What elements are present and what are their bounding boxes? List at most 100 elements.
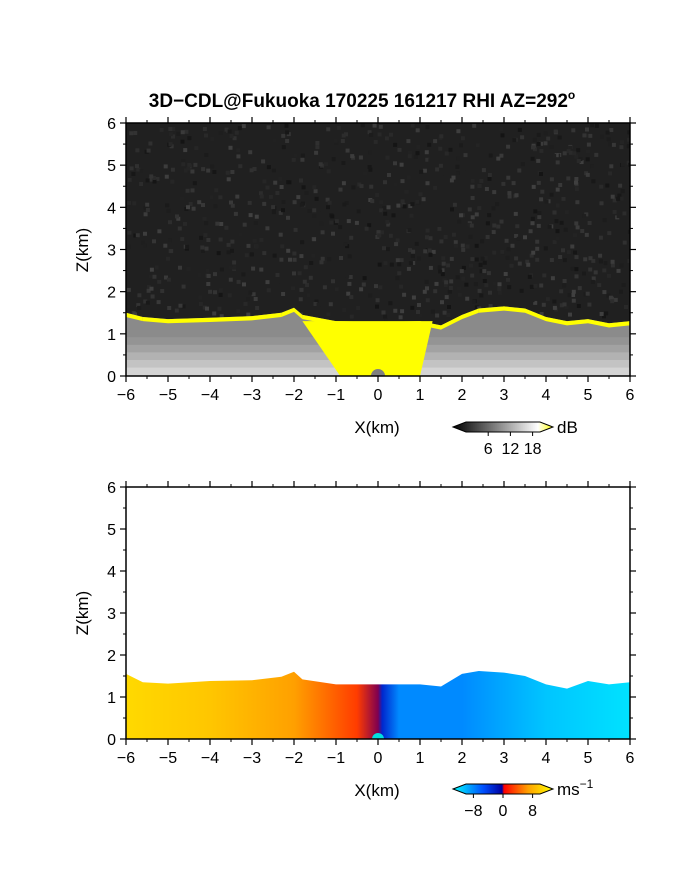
snr-noise-speck [291, 286, 295, 291]
snr-noise-speck [284, 123, 289, 128]
snr-noise-speck [316, 302, 321, 307]
snr-noise-speck [486, 271, 491, 276]
snr-noise-speck [240, 246, 245, 251]
snr-noise-speck [234, 130, 239, 135]
snr-noise-speck [555, 229, 560, 234]
snr-noise-speck [202, 127, 207, 131]
snr-noise-speck [397, 271, 402, 276]
snr-noise-speck [517, 127, 522, 132]
snr-noise-speck [132, 201, 137, 206]
snr-noise-speck [312, 237, 317, 242]
snr-noise-speck [552, 305, 557, 310]
snr-noise-speck [356, 306, 361, 310]
snr-noise-speck [407, 150, 412, 155]
snr-noise-speck [228, 265, 233, 270]
snr-noise-speck [255, 306, 260, 310]
snr-noise-speck [268, 194, 273, 199]
snr-noise-speck [484, 283, 489, 288]
snr-noise-speck [514, 193, 519, 198]
snr-noise-speck [253, 221, 258, 225]
snr-noise-speck [333, 138, 338, 143]
snr-noise-speck [500, 249, 505, 254]
snr-noise-speck [204, 153, 209, 157]
velocity-colorbar-ticks: −8 0 8 [464, 794, 537, 820]
snr-noise-speck [433, 139, 438, 144]
snr-noise-speck [520, 162, 525, 167]
snr-noise-speck [604, 311, 609, 316]
velocity-y-tick-label: 6 [107, 480, 116, 497]
chart-title: 3D−CDL@Fukuoka 170225 161217 RHI AZ=292o [149, 88, 576, 112]
snr-noise-speck [150, 294, 155, 299]
snr-noise-speck [627, 130, 630, 135]
snr-noise-speck [574, 154, 579, 159]
snr-noise-speck [359, 287, 364, 292]
snr-noise-speck [346, 219, 351, 224]
snr-noise-speck [157, 279, 162, 284]
snr-noise-speck [281, 133, 286, 138]
snr-noise-speck [449, 279, 454, 284]
snr-noise-speck [533, 209, 538, 214]
snr-noise-speck [165, 203, 170, 208]
snr-noise-speck [485, 235, 490, 239]
snr-noise-speck [541, 302, 546, 307]
snr-noise-speck [572, 151, 577, 156]
snr-noise-speck [313, 302, 318, 306]
snr-noise-speck [279, 257, 284, 262]
snr-noise-speck [186, 166, 191, 171]
snr-noise-speck [447, 305, 451, 309]
snr-boundary-top-patch [420, 321, 441, 330]
snr-noise-speck [568, 150, 573, 155]
snr-x-tick-label: 4 [542, 387, 551, 404]
snr-noise-speck [176, 131, 181, 136]
snr-noise-speck [341, 181, 346, 186]
snr-noise-speck [424, 279, 429, 284]
snr-field [126, 123, 630, 376]
snr-x-tick-label: 6 [626, 387, 635, 404]
snr-noise-speck [199, 235, 203, 240]
snr-noise-speck [210, 137, 215, 141]
snr-lidar-site [371, 369, 385, 376]
snr-noise-speck [586, 142, 591, 147]
snr-noise-speck [155, 177, 160, 181]
snr-noise-speck [549, 192, 554, 197]
snr-noise-speck [455, 171, 460, 176]
snr-noise-speck [218, 195, 223, 200]
snr-noise-speck [131, 172, 136, 176]
snr-noise-speck [311, 253, 316, 258]
snr-noise-speck [319, 260, 324, 265]
snr-noise-speck [530, 216, 535, 221]
snr-noise-speck [218, 293, 223, 297]
snr-noise-speck [535, 239, 540, 244]
snr-noise-speck [441, 261, 446, 266]
snr-noise-speck [331, 279, 335, 284]
snr-noise-speck [378, 124, 383, 129]
snr-colorbar-unit: dB [557, 418, 578, 437]
snr-noise-speck [212, 311, 217, 316]
snr-noise-speck [168, 132, 173, 137]
snr-noise-speck [536, 142, 541, 146]
snr-noise-speck [394, 242, 399, 247]
velocity-y-tick-label: 0 [107, 732, 116, 749]
snr-x-tick-label: −6 [117, 387, 135, 404]
snr-noise-speck [454, 243, 458, 248]
snr-noise-speck [559, 289, 564, 294]
snr-noise-speck [425, 157, 430, 162]
snr-noise-speck [608, 142, 613, 147]
snr-noise-speck [615, 259, 620, 264]
snr-noise-speck [594, 123, 599, 128]
snr-noise-speck [275, 273, 280, 277]
snr-y-tick-label: 0 [107, 369, 116, 386]
snr-noise-speck [597, 283, 602, 288]
snr-noise-speck [300, 157, 305, 162]
snr-noise-speck [526, 262, 531, 267]
snr-noise-speck [218, 237, 223, 242]
snr-noise-speck [418, 192, 423, 197]
snr-y-tick-label: 3 [107, 243, 116, 260]
snr-noise-speck [397, 147, 402, 152]
snr-noise-speck [178, 265, 182, 270]
snr-noise-speck [537, 211, 542, 216]
snr-noise-speck [313, 189, 318, 194]
snr-noise-speck [228, 145, 233, 150]
snr-noise-speck [418, 313, 423, 318]
